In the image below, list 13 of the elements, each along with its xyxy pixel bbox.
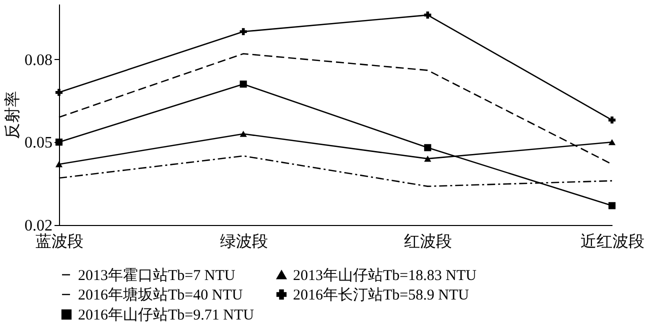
x-tick-label: 近红波段 <box>580 232 644 250</box>
x-tick-label: 绿波段 <box>220 232 268 250</box>
legend-label: 2013年山仔站Tb=18.83 NTU <box>293 266 477 284</box>
legend-label: 2016年山仔站Tb=9.71 NTU <box>78 306 254 324</box>
y-tick-label: 0.08 <box>24 52 52 69</box>
legend-label: 2016年塘坂站Tb=40 NTU <box>78 286 243 304</box>
y-tick-label: 0.02 <box>24 218 52 234</box>
x-tick-label: 红波段 <box>404 232 452 250</box>
y-tick-label: 0.05 <box>24 134 52 152</box>
y-axis-title: 反射率 <box>4 91 22 139</box>
legend-label: 2016年长汀站Tb=58.9 NTU <box>293 286 470 304</box>
x-tick-label: 蓝波段 <box>36 232 84 250</box>
legend-label: 2013年霍口站Tb=7 NTU <box>78 266 236 284</box>
